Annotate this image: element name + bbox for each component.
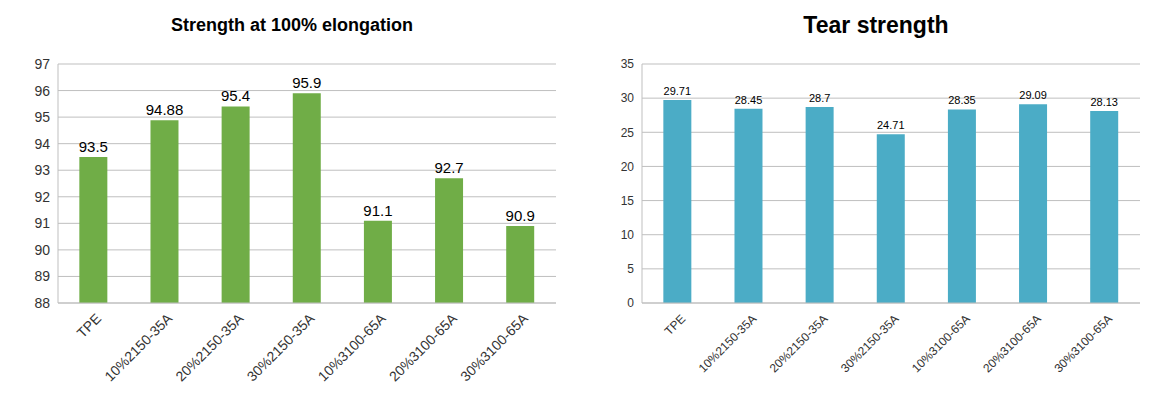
html-text:Strength at 100% elongation: Strength at 100% elongation <box>171 15 413 35</box>
svg-text:90.9: 90.9 <box>506 207 535 224</box>
svg-text:93.5: 93.5 <box>79 138 108 155</box>
svg-text:10%3100-65A: 10%3100-65A <box>315 310 390 385</box>
svg-text:95: 95 <box>34 109 50 125</box>
svg-text:30%2150-35A: 30%2150-35A <box>838 312 902 376</box>
svg-text:28.13: 28.13 <box>1090 96 1118 108</box>
svg-text:93: 93 <box>34 162 50 178</box>
svg-text:28.45: 28.45 <box>735 94 763 106</box>
svg-text:95.4: 95.4 <box>221 87 250 104</box>
svg-text:97: 97 <box>34 56 50 72</box>
svg-text:30: 30 <box>621 91 635 105</box>
svg-text:94: 94 <box>34 136 50 152</box>
svg-text:20%2150-35A: 20%2150-35A <box>767 312 831 376</box>
svg-text:24.71: 24.71 <box>877 119 905 131</box>
svg-text:0: 0 <box>627 296 634 310</box>
svg-text:30%2150-35A: 30%2150-35A <box>244 310 319 385</box>
svg-text:91.1: 91.1 <box>363 202 392 219</box>
svg-text:10%2150-35A: 10%2150-35A <box>696 312 760 376</box>
svg-text:5: 5 <box>627 262 634 276</box>
svg-text:92: 92 <box>34 189 50 205</box>
svg-text:10: 10 <box>621 228 635 242</box>
svg-text:28.7: 28.7 <box>809 92 830 104</box>
svg-text:20%3100-65A: 20%3100-65A <box>386 310 461 385</box>
svg-text:94.88: 94.88 <box>146 101 184 118</box>
svg-text:TPE: TPE <box>74 310 105 341</box>
svg-text:92.7: 92.7 <box>434 159 463 176</box>
svg-text:29.09: 29.09 <box>1019 89 1047 101</box>
svg-text:96: 96 <box>34 83 50 99</box>
svg-text:25: 25 <box>621 126 635 140</box>
html-text:Tear strength: Tear strength <box>803 12 949 38</box>
svg-text:20%2150-35A: 20%2150-35A <box>172 310 247 385</box>
svg-text:35: 35 <box>621 57 635 71</box>
svg-text:30%3100-65A: 30%3100-65A <box>457 310 532 385</box>
svg-text:30%3100-65A: 30%3100-65A <box>1051 312 1115 376</box>
svg-text:28.35: 28.35 <box>948 94 976 106</box>
svg-text:TPE: TPE <box>662 312 688 338</box>
svg-text:20: 20 <box>621 160 635 174</box>
svg-text:91: 91 <box>34 215 50 231</box>
svg-text:90: 90 <box>34 242 50 258</box>
svg-text:89: 89 <box>34 268 50 284</box>
svg-text:95.9: 95.9 <box>292 74 321 91</box>
svg-text:20%3100-65A: 20%3100-65A <box>980 312 1044 376</box>
svg-text:10%2150-35A: 10%2150-35A <box>101 310 176 385</box>
svg-text:88: 88 <box>34 295 50 311</box>
svg-text:29.71: 29.71 <box>664 85 692 97</box>
svg-text:15: 15 <box>621 194 635 208</box>
svg-text:10%3100-65A: 10%3100-65A <box>909 312 973 376</box>
